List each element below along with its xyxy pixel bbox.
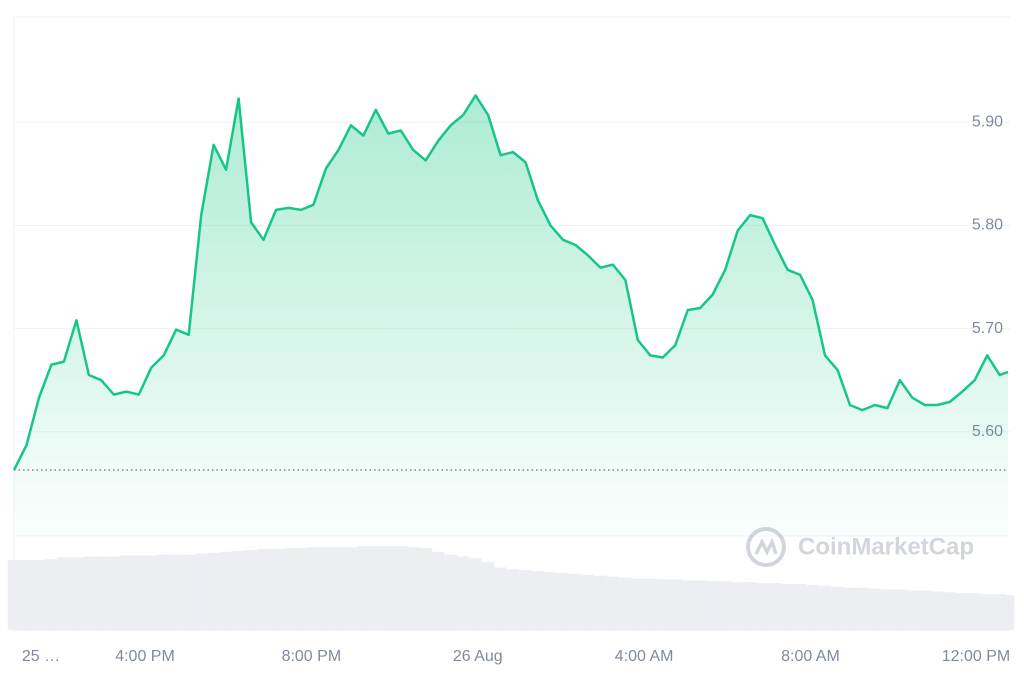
x-tick-label: 8:00 AM — [781, 648, 840, 665]
volume-bar — [169, 554, 183, 630]
y-tick-label: 5.90 — [972, 113, 1003, 130]
volume-bar — [1001, 595, 1015, 630]
volume-bar — [831, 586, 844, 630]
volume-bar — [444, 554, 457, 630]
volume-bar — [282, 548, 295, 630]
volume-bar — [120, 555, 133, 630]
volume-bar — [494, 567, 507, 630]
volume-bar — [656, 579, 670, 630]
price-line — [12, 94, 1009, 471]
volume-bar — [581, 574, 595, 630]
volume-bar — [506, 569, 520, 630]
volume-bar — [95, 556, 108, 630]
volume-bar — [519, 570, 532, 630]
volume-bar — [332, 547, 345, 630]
watermark-text: CoinMarketCap — [798, 533, 974, 560]
x-tick-label: 26 Aug — [453, 648, 503, 665]
volume-bar — [232, 550, 245, 630]
volume-bar — [481, 561, 495, 630]
volume-bar — [793, 584, 807, 630]
volume-bar — [943, 592, 956, 630]
volume-bar — [918, 590, 932, 630]
volume-bar — [893, 589, 907, 630]
volume-bar — [694, 580, 707, 630]
volume-bar — [619, 577, 632, 630]
logo-mark — [754, 537, 778, 556]
volume-bar — [718, 581, 732, 630]
x-tick-label: 4:00 AM — [615, 648, 674, 665]
volume-bar — [556, 572, 570, 630]
volume-bar — [843, 587, 857, 630]
volume-bar — [756, 583, 769, 630]
volume-bar — [82, 556, 96, 630]
volume-bar — [107, 556, 121, 630]
volume-bar — [207, 552, 220, 630]
volume-bar — [219, 551, 233, 630]
volume-bar — [269, 549, 283, 630]
volume-bar — [669, 579, 682, 630]
volume-bar — [743, 582, 757, 630]
volume-bar — [768, 583, 782, 630]
volume-bar — [968, 593, 981, 630]
volume-bar — [57, 557, 71, 630]
volume-bar — [257, 549, 270, 630]
volume-bar — [544, 572, 557, 630]
volume-bar — [931, 591, 944, 630]
volume-bar — [307, 547, 320, 630]
volume-bar — [432, 551, 445, 630]
volume-bar — [956, 593, 969, 630]
volume-bar — [132, 555, 145, 630]
volume-bar — [881, 589, 894, 630]
volume-bar — [194, 553, 208, 630]
volume-bar — [781, 584, 794, 630]
area-fill — [14, 95, 1008, 536]
volume-bar — [182, 554, 195, 630]
volume-bar — [407, 547, 420, 630]
volume-bar — [319, 547, 333, 630]
volume-bar — [980, 594, 994, 630]
volume-bar — [531, 571, 545, 630]
volume-bar — [157, 554, 170, 630]
volume-bar — [731, 582, 744, 630]
volume-bar — [244, 549, 258, 630]
volume-bar — [856, 587, 869, 630]
volume-bar — [7, 560, 21, 630]
volume-bar — [20, 560, 33, 630]
volume-bar — [606, 576, 620, 630]
volume-bar — [369, 546, 383, 630]
volume-bar — [419, 548, 432, 630]
volume-bar — [906, 590, 919, 630]
volume-bar — [631, 578, 645, 630]
x-tick-label: 25 … — [22, 648, 60, 665]
y-tick-label: 5.70 — [972, 320, 1003, 337]
volume-bar — [32, 560, 46, 630]
volume-bar — [456, 556, 470, 630]
x-tick-label: 8:00 PM — [282, 648, 342, 665]
x-tick-label: 12:00 PM — [942, 648, 1010, 665]
volume-bar — [45, 559, 58, 630]
volume-bar — [145, 555, 158, 630]
volume-bar — [569, 573, 582, 630]
y-tick-label: 5.80 — [972, 217, 1003, 234]
volume-bar — [594, 575, 607, 630]
volume-bar — [818, 585, 832, 630]
volume-bar — [469, 558, 482, 630]
logo — [746, 527, 786, 567]
x-tick-label: 4:00 PM — [115, 648, 175, 665]
volume-bar — [806, 584, 819, 630]
watermark: CoinMarketCap — [746, 527, 974, 567]
volume-bar — [70, 557, 83, 630]
volume-bar — [644, 578, 657, 630]
volume-bar — [344, 547, 358, 630]
volume-bar — [294, 548, 308, 630]
volume-bar — [868, 588, 882, 630]
volume-bar — [706, 581, 719, 630]
volume-bar — [681, 580, 694, 630]
volume-bar — [394, 546, 407, 630]
volume-bar — [382, 546, 395, 630]
volume-bar — [357, 546, 370, 630]
